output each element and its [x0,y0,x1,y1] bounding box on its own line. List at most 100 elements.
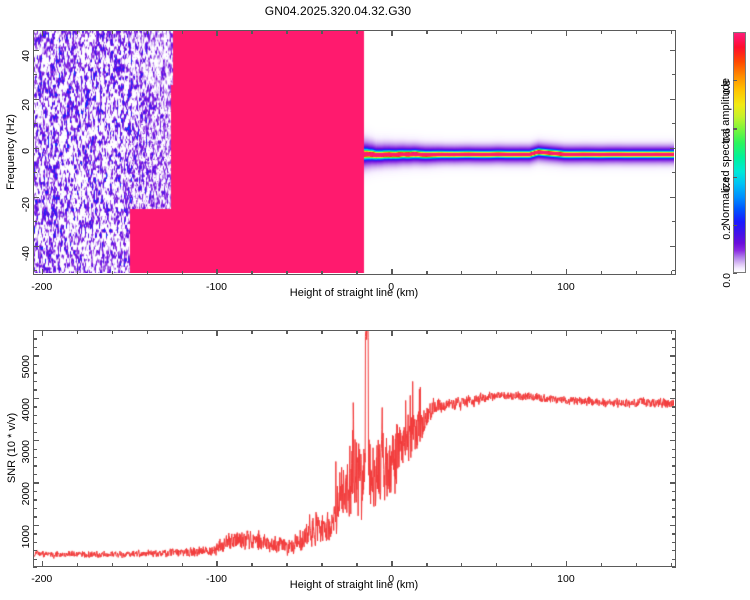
spectrogram-ylabel: Frequency (Hz) [5,114,17,190]
y-tick-right [672,389,676,391]
y-tick-right [672,330,676,332]
y-tick [33,507,37,510]
x-tick-label: 0 [388,281,395,293]
x-tick [181,563,183,567]
x-tick-top [635,330,638,334]
y-tick-right [672,473,676,476]
y-tick [33,490,37,493]
colorbar-title: Normalized spectral amplitude [720,78,732,226]
x-tick-label: -200 [31,573,53,585]
y-tick-right [670,245,676,247]
y-tick-right [670,98,676,100]
y-tick-label: -20 [20,196,32,212]
y-tick [33,49,39,51]
y-tick-right [672,456,676,459]
y-tick-right [670,397,676,400]
x-tick-label: -200 [31,281,53,293]
x-tick-top [181,330,183,334]
x-tick-top [461,30,463,34]
y-tick-right [670,196,676,198]
y-tick [33,245,39,247]
snr-ylabel: SNR (10 * v/v) [6,412,18,484]
snr-trace [34,331,674,565]
spectrogram-xlabel: Height of straight line (km) [289,287,419,299]
y-tick [33,423,37,425]
y-tick [33,533,37,535]
x-tick-label: 100 [557,573,575,585]
x-tick-top [181,30,183,34]
y-tick-right [672,380,676,383]
y-tick [33,330,37,332]
y-tick [33,270,37,272]
colorbar-tick-label: 0.2 [721,224,733,240]
x-tick-top [426,330,428,334]
x-tick [461,563,463,567]
x-tick [146,563,148,567]
y-tick-label: 4000 [20,397,32,422]
x-tick [461,271,463,275]
y-tick [33,431,37,433]
x-tick-label: -100 [205,573,227,585]
x-tick-top [391,330,393,336]
x-tick [356,563,358,567]
x-tick-top [251,30,253,34]
y-tick-right [672,558,676,560]
x-tick [635,563,638,567]
x-tick [41,561,44,567]
y-tick-label: 3000 [20,440,32,464]
x-tick [111,271,114,275]
y-tick [33,363,37,366]
spectrogram-image [34,31,674,273]
x-tick [426,271,428,275]
x-tick [321,271,323,275]
y-tick-right [672,338,676,340]
x-tick-label: 0 [388,573,395,585]
y-tick-right [672,550,676,552]
x-tick [111,563,114,567]
y-tick [33,406,37,408]
x-tick [76,271,79,275]
snr-xlabel: Height of straight line (km) [289,579,419,591]
x-tick-top [216,330,218,336]
x-tick [530,271,533,275]
y-tick [33,389,37,391]
y-tick [33,567,37,569]
y-tick-label: 2000 [20,482,32,506]
x-tick [356,271,358,275]
y-tick [33,380,37,383]
x-tick-top [286,330,288,334]
colorbar-tick [733,224,737,226]
y-tick [33,346,37,349]
y-tick [33,516,37,518]
x-tick-top [321,30,323,34]
y-tick-right [672,490,676,493]
y-tick-right [672,431,676,433]
y-tick [33,372,37,374]
x-tick [76,563,79,567]
y-tick [33,550,37,552]
x-tick [216,269,218,275]
colorbar-tick [733,128,737,130]
y-tick-right [670,524,676,527]
x-tick-top [635,30,638,34]
x-tick [565,561,568,567]
x-tick [496,563,498,567]
y-tick-right [672,270,676,272]
y-tick-label: 40 [20,49,32,62]
x-tick [391,561,393,567]
y-tick-right [672,346,676,349]
y-tick [33,558,37,560]
x-tick-top [600,30,603,34]
x-tick-top [530,30,533,34]
colorbar-tick-label: 0.0 [721,273,733,288]
y-tick [33,440,39,442]
x-tick-top [670,30,673,34]
x-tick-top [146,330,148,334]
colorbar-gradient [733,32,746,273]
x-tick [496,271,498,275]
y-tick [33,397,39,400]
y-tick [33,355,39,357]
spectrogram-axes [33,30,676,275]
x-tick-top [41,30,44,36]
